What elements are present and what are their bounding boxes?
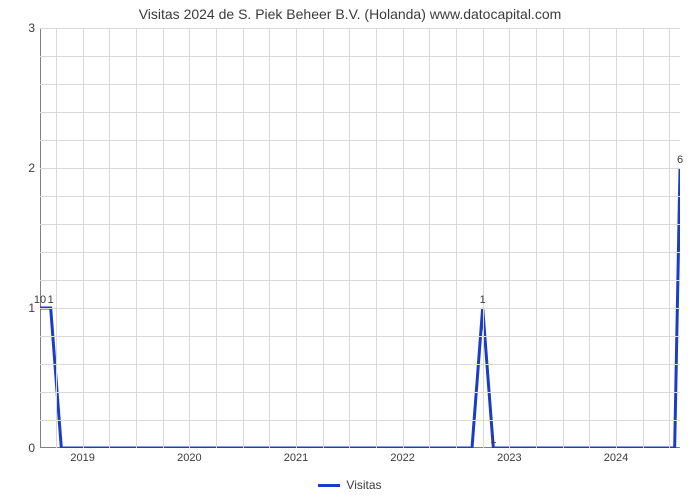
data-point-label: 1 xyxy=(480,294,486,306)
legend-swatch xyxy=(318,484,340,487)
y-tick-label: 0 xyxy=(5,441,35,455)
gridline-vertical xyxy=(323,28,324,448)
gridline-vertical xyxy=(509,28,510,448)
gridline-vertical xyxy=(56,28,57,448)
gridline-vertical xyxy=(349,28,350,448)
gridline-vertical xyxy=(189,28,190,448)
x-tick-label: 2023 xyxy=(497,452,521,464)
gridline-vertical xyxy=(616,28,617,448)
legend: Visitas xyxy=(0,477,700,492)
data-point-label: 10 xyxy=(34,294,46,306)
x-tick-label: 2020 xyxy=(177,452,201,464)
x-tick-label: 2022 xyxy=(390,452,414,464)
data-point-label: 1 xyxy=(48,294,54,306)
gridline-vertical xyxy=(83,28,84,448)
gridline-vertical xyxy=(136,28,137,448)
gridline-vertical xyxy=(109,28,110,448)
gridline-vertical xyxy=(403,28,404,448)
gridline-vertical xyxy=(589,28,590,448)
gridline-vertical xyxy=(429,28,430,448)
x-tick-label: 2019 xyxy=(70,452,94,464)
data-point-label: 6 xyxy=(677,154,683,166)
gridline-vertical xyxy=(243,28,244,448)
gridline-vertical xyxy=(216,28,217,448)
gridline-vertical xyxy=(163,28,164,448)
x-tick-label: 2024 xyxy=(604,452,628,464)
legend-label: Visitas xyxy=(346,478,381,492)
gridline-vertical xyxy=(536,28,537,448)
gridline-vertical xyxy=(643,28,644,448)
y-tick-label: 1 xyxy=(5,301,35,315)
gridline-vertical xyxy=(296,28,297,448)
x-tick-label: 2021 xyxy=(284,452,308,464)
gridline-vertical xyxy=(483,28,484,448)
y-tick-label: 3 xyxy=(5,21,35,35)
gridline-vertical xyxy=(563,28,564,448)
gridline-vertical xyxy=(269,28,270,448)
chart-container: Visitas 2024 de S. Piek Beheer B.V. (Hol… xyxy=(0,0,700,500)
chart-title: Visitas 2024 de S. Piek Beheer B.V. (Hol… xyxy=(0,6,700,22)
plot-area xyxy=(40,28,680,448)
gridline-vertical xyxy=(669,28,670,448)
data-point-label: 1 xyxy=(490,434,496,446)
y-tick-label: 2 xyxy=(5,161,35,175)
gridline-vertical xyxy=(456,28,457,448)
gridline-vertical xyxy=(376,28,377,448)
